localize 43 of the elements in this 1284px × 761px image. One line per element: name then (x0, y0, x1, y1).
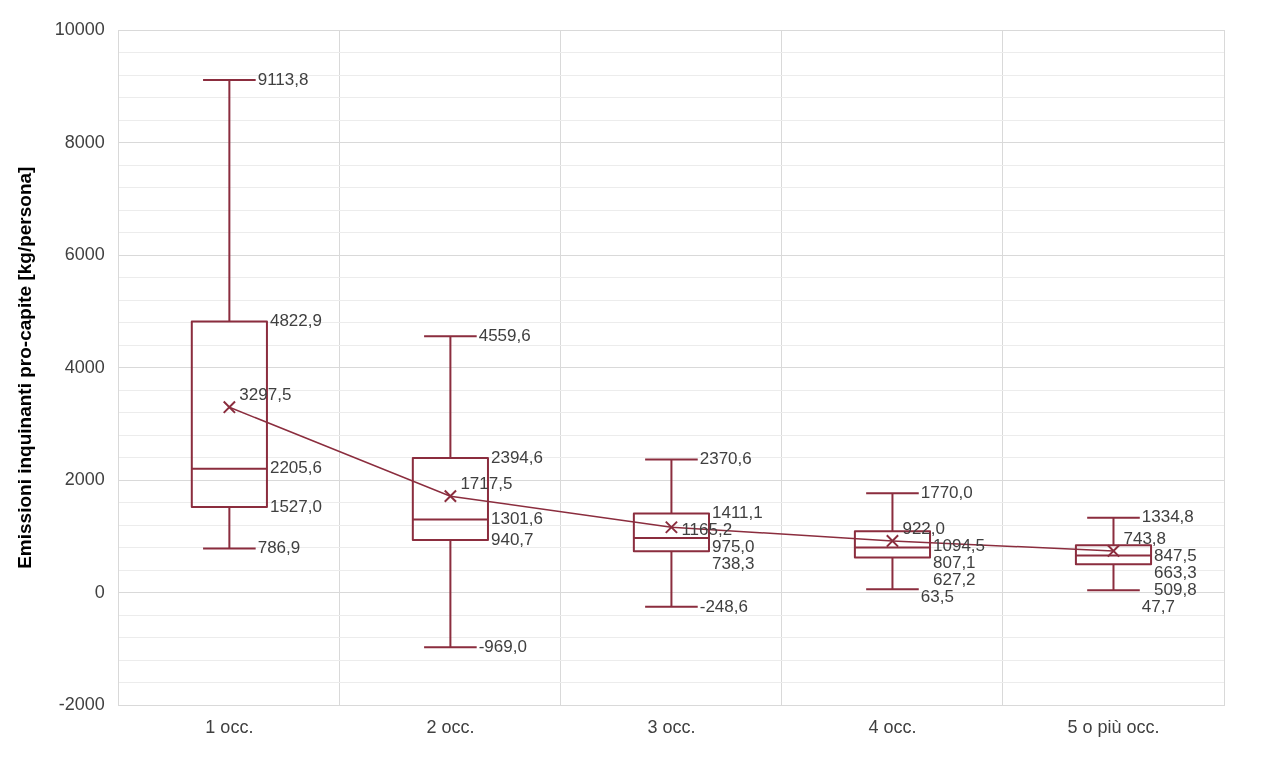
annotation: 940,7 (490, 529, 534, 549)
x-tick-label: 3 occ. (647, 717, 696, 738)
annotation: 1527,0 (269, 496, 322, 516)
annotation: 1334,8 (1141, 507, 1194, 527)
y-tick-label: -2000 (58, 694, 105, 715)
annotation: 2205,6 (269, 458, 322, 478)
annotation: 847,5 (1154, 545, 1197, 565)
data-label: 743,8 (1123, 528, 1167, 548)
annotation: 738,3 (712, 554, 755, 574)
point (664, 520, 679, 534)
annotation: 786,9 (257, 538, 301, 558)
annotation: 4559,6 (478, 325, 531, 345)
point (885, 534, 900, 548)
annotation: -969,0 (478, 637, 527, 657)
annotation: 2370,6 (699, 449, 752, 469)
y-axis-title: Emissioni inquinanti pro-capite [kg/persona] (13, 166, 35, 569)
annotation: 1411,1 (712, 503, 763, 523)
annotation: 1770,0 (920, 482, 973, 502)
x-tick-label: 2 occ. (426, 717, 475, 738)
x-tick-label: 4 occ. (868, 717, 917, 738)
y-tick-label: 0 (94, 581, 105, 602)
point (222, 400, 237, 414)
annotation: 627,2 (933, 569, 976, 589)
y-tick-label: 6000 (64, 244, 105, 265)
y-tick-label: 8000 (64, 131, 105, 152)
y-tick-label: 10000 (54, 18, 105, 39)
y-tick-label: 4000 (64, 356, 105, 377)
y-tick-label: 2000 (64, 469, 105, 490)
annotation: 509,8 (1154, 579, 1197, 599)
annotation: 975,0 (712, 537, 755, 557)
x-tick-label: 5 o più occ. (1067, 717, 1160, 738)
point (443, 489, 458, 503)
annotation: 2394,6 (490, 447, 543, 467)
x-tick-label: 1 occ. (205, 717, 254, 738)
annotation: 9113,8 (257, 69, 309, 89)
annotation: -248,6 (699, 596, 748, 616)
annotation: 807,1 (933, 552, 976, 572)
annotation: 4822,9 (269, 311, 322, 331)
annotation: 1301,6 (490, 509, 543, 529)
point (1106, 544, 1121, 558)
annotation: 63,5 (920, 586, 954, 606)
annotation: 47,7 (1141, 596, 1175, 616)
annotation: 663,3 (1154, 562, 1197, 582)
